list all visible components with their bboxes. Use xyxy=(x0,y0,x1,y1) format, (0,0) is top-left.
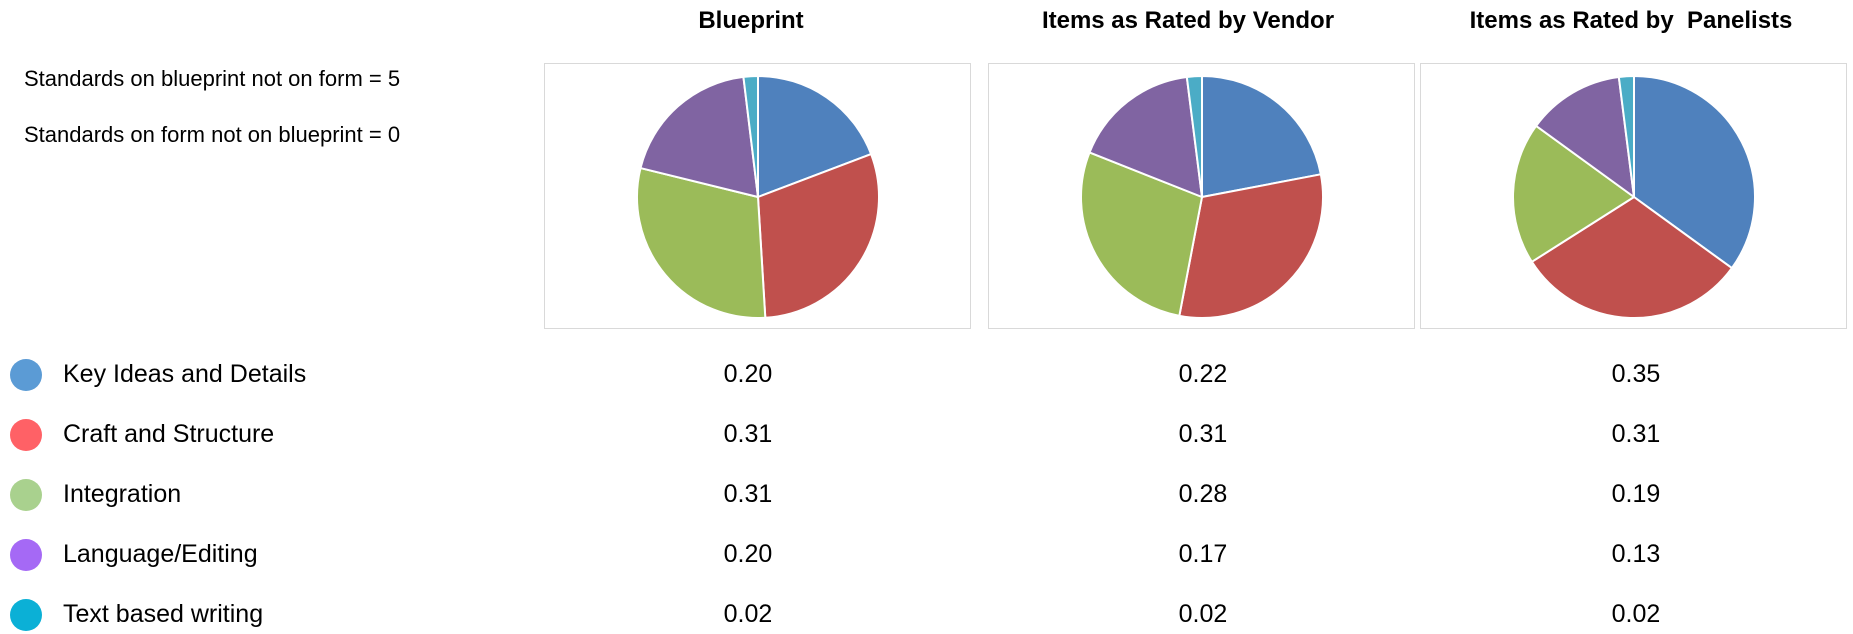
legend-label-text-based-writing: Text based writing xyxy=(63,600,264,628)
pie-slice-key-ideas-and-details xyxy=(757,75,873,198)
legend-dot-integration xyxy=(10,479,42,511)
pie-slice-text-based-writing xyxy=(1617,74,1635,198)
legend-dot-language-editing xyxy=(10,539,42,571)
value-vendor-craft-structure: 0.31 xyxy=(1178,420,1228,448)
value-blueprint-text-based-writing: 0.02 xyxy=(723,600,773,628)
chart-title-vendor: Items as Rated by Vendor xyxy=(1041,7,1335,34)
pie-slice-text-based-writing xyxy=(1185,74,1203,198)
value-blueprint-craft-structure: 0.31 xyxy=(723,420,773,448)
note-form-not-on-blueprint: Standards on form not on blueprint = 0 xyxy=(24,122,401,147)
value-panelists-key-ideas: 0.35 xyxy=(1611,360,1661,388)
legend-dot-craft-structure xyxy=(10,419,42,451)
value-panelists-craft-structure: 0.31 xyxy=(1611,420,1661,448)
pie-slice-language-editing xyxy=(1535,75,1635,198)
pie-slice-language-editing xyxy=(1088,75,1203,198)
legend-label-language-editing: Language/Editing xyxy=(63,540,258,568)
legend-dot-text-based-writing xyxy=(10,599,42,631)
value-vendor-key-ideas: 0.22 xyxy=(1178,360,1228,388)
legend-item-text-based-writing: Text based writing xyxy=(10,594,370,634)
value-panelists-text-based-writing: 0.02 xyxy=(1611,600,1661,628)
legend-label-craft-structure: Craft and Structure xyxy=(63,420,275,448)
pie-slice-craft-and-structure xyxy=(757,153,880,319)
legend-dot-key-ideas xyxy=(10,359,42,391)
value-blueprint-key-ideas: 0.20 xyxy=(723,360,773,388)
legend-item-integration: Integration xyxy=(10,474,370,514)
pie-slice-key-ideas-and-details xyxy=(1201,75,1322,198)
pie-slice-key-ideas-and-details xyxy=(1633,75,1756,270)
value-vendor-integration: 0.28 xyxy=(1178,480,1228,508)
pie-svg-blueprint xyxy=(636,74,880,319)
pie-slice-text-based-writing xyxy=(742,74,759,198)
pie-chart-blueprint xyxy=(544,63,971,329)
pie-svg-panelists xyxy=(1512,74,1756,319)
chart-title-panelists: Items as Rated by Panelists xyxy=(1469,7,1793,34)
legend-label-key-ideas: Key Ideas and Details xyxy=(63,360,307,388)
pie-slice-craft-and-structure xyxy=(1530,196,1733,319)
value-panelists-language-editing: 0.13 xyxy=(1611,540,1661,568)
pie-slice-integration xyxy=(636,167,767,319)
value-blueprint-integration: 0.31 xyxy=(723,480,773,508)
legend-label-integration: Integration xyxy=(63,480,182,508)
pie-slice-integration xyxy=(1080,151,1203,317)
chart-title-blueprint: Blueprint xyxy=(698,7,804,34)
legend-item-language-editing: Language/Editing xyxy=(10,534,370,574)
legend-item-key-ideas: Key Ideas and Details xyxy=(10,354,370,394)
value-panelists-integration: 0.19 xyxy=(1611,480,1661,508)
legend-item-craft-structure: Craft and Structure xyxy=(10,414,370,454)
note-blueprint-not-on-form: Standards on blueprint not on form = 5 xyxy=(24,66,401,91)
pie-slice-integration xyxy=(1512,124,1635,263)
pie-chart-panelists xyxy=(1420,63,1847,329)
pie-slice-craft-and-structure xyxy=(1178,173,1324,319)
pie-chart-vendor xyxy=(988,63,1415,329)
pie-svg-vendor xyxy=(1080,74,1324,319)
value-blueprint-language-editing: 0.20 xyxy=(723,540,773,568)
pie-slice-language-editing xyxy=(639,75,759,198)
value-vendor-text-based-writing: 0.02 xyxy=(1178,600,1228,628)
value-vendor-language-editing: 0.17 xyxy=(1178,540,1228,568)
